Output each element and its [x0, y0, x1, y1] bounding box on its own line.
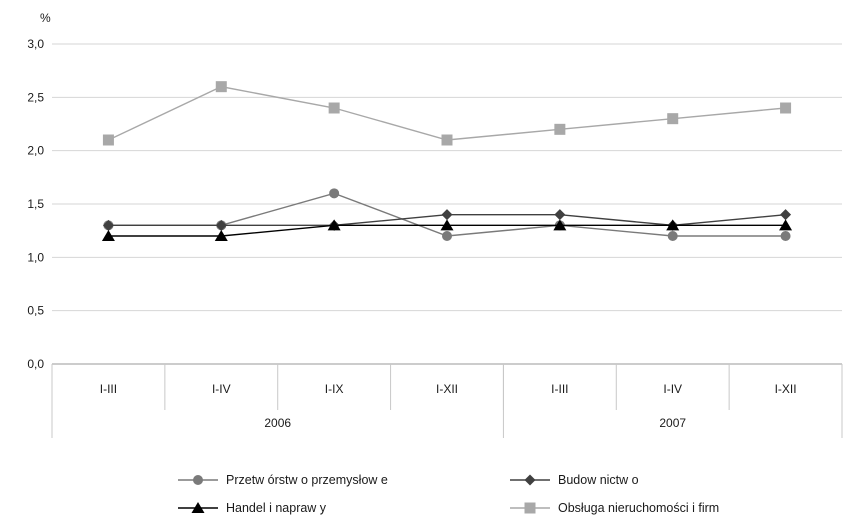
data-point [329, 188, 340, 199]
x-group-label: 2007 [659, 416, 686, 430]
data-point [780, 102, 792, 114]
data-point [554, 123, 566, 135]
data-point [101, 230, 115, 241]
x-tick-label: I-IV [663, 382, 682, 396]
data-point [215, 81, 227, 93]
data-point [441, 209, 453, 221]
data-point [780, 209, 792, 221]
series-3 [101, 219, 793, 241]
data-point [553, 219, 567, 231]
legend-marker [191, 502, 205, 513]
y-tick-label: 2,5 [27, 90, 44, 104]
y-tick-label: 2,0 [27, 144, 44, 158]
data-point [215, 219, 227, 231]
x-tick-label: I-IV [212, 382, 231, 396]
data-point [779, 219, 793, 231]
x-tick-label: I-XII [436, 382, 458, 396]
y-tick-label: 1,0 [27, 250, 44, 264]
data-point [328, 102, 340, 114]
legend-item: Obsługa nieruchomości i firm [510, 501, 719, 515]
legend-item: Budow nictw o [510, 473, 639, 487]
gridlines [52, 43, 842, 365]
data-point [554, 209, 566, 221]
data-point [102, 134, 114, 146]
data-point [667, 231, 678, 241]
data-point [442, 231, 452, 241]
y-tick-label: 1,5 [27, 197, 44, 211]
x-tick-label: I-III [551, 382, 568, 396]
y-tick-label: 0,0 [27, 357, 44, 371]
data-point [780, 231, 791, 241]
y-axis-unit-label: % [40, 11, 51, 25]
legend-label: Budow nictw o [558, 473, 639, 487]
legend-marker [524, 502, 536, 514]
data-point [667, 113, 679, 125]
data-point [327, 219, 341, 231]
data-point [441, 134, 453, 146]
legend: Przetw órstw o przemysłow e Budow nictw o… [178, 473, 719, 515]
x-group-label: 2006 [264, 416, 291, 430]
legend-item: Handel i napraw y [178, 501, 327, 515]
legend-label: Przetw órstw o przemysłow e [226, 473, 388, 487]
series-group [101, 81, 793, 241]
data-point [214, 230, 228, 241]
legend-item: Przetw órstw o przemysłow e [178, 473, 388, 487]
x-tick-label: I-XII [775, 382, 797, 396]
data-point [440, 219, 454, 231]
series-4 [102, 81, 792, 146]
x-tick-label: I-III [100, 382, 117, 396]
y-tick-label: 3,0 [27, 37, 44, 51]
series-line [108, 85, 786, 141]
data-point [666, 219, 680, 231]
legend-label: Handel i napraw y [226, 501, 327, 515]
legend-marker [193, 475, 203, 485]
legend-label: Obsługa nieruchomości i firm [558, 501, 719, 515]
y-tick-label: 0,5 [27, 304, 44, 318]
data-point [102, 219, 114, 231]
legend-marker [524, 474, 536, 486]
y-axis-ticks: 0,0 0,5 1,0 1,5 2,0 2,5 3,0 [27, 37, 44, 371]
x-axis: I-III I-IV I-IX I-XII I-III I-IV I-XII 2006 2007 [51, 363, 843, 438]
x-tick-label: I-IX [325, 382, 344, 396]
